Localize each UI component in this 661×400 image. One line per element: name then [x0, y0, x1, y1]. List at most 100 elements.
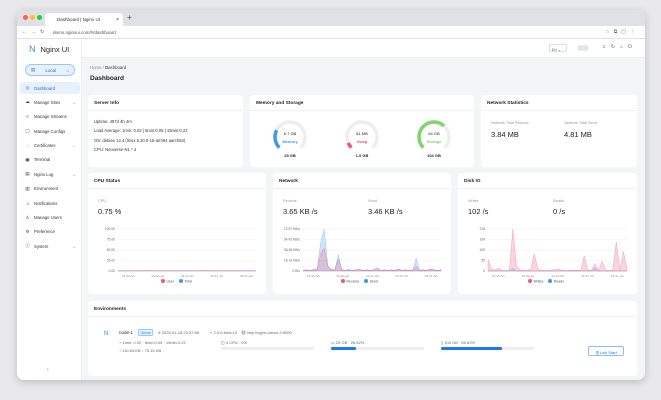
gauge-total: 104 GB [427, 153, 441, 158]
x-tick-label: 23:31:20 [395, 275, 408, 277]
cloud-icon: ☁ [25, 99, 30, 105]
y-tick-label: 55 [481, 259, 485, 263]
sidebar: N Nginx UI ▤ Local ⌂ ◎ Dashboard ☁ Manage Site… [17, 39, 82, 380]
network-statistics-card: Network Statistics Network Total Receive… [481, 95, 637, 167]
close-window-button[interactable] [23, 15, 28, 20]
disk-legend: Writes Reads [528, 279, 564, 284]
share-icon: < [26, 114, 29, 120]
x-tick-label: 23:31:00 [181, 275, 194, 277]
legend-item-send[interactable]: Send [364, 279, 378, 284]
gauge-storage: 64 GB Storage 104 GB [414, 117, 454, 158]
gauge-memory: 6.7 GB Memory 25 GB [270, 117, 310, 158]
sidebar-item-terminal[interactable]: ▣ Terminal [20, 154, 80, 166]
legend-label: Reads [553, 279, 564, 284]
x-tick-label: 23:31:20 [210, 275, 223, 277]
language-select[interactable]: En ⌄ [549, 44, 567, 52]
logout-icon[interactable]: ⏻ [628, 44, 637, 50]
card-title: CPU Status [88, 173, 266, 189]
y-tick-label: 0.00 [109, 269, 116, 273]
sidebar-item-manage-configs[interactable]: ▢ Manage Configs [20, 125, 80, 137]
node-url-link[interactable]: http://nginx-demo-2:9000 [247, 330, 292, 335]
sidebar-item-dashboard[interactable]: ◎ Dashboard [20, 82, 80, 94]
app-name: Nginx UI [40, 44, 70, 54]
receive-label: Receive [283, 199, 297, 203]
collapse-sidebar-icon[interactable]: ‹ [47, 367, 49, 373]
breadcrumb: Home / Dashboard [90, 65, 127, 70]
y-tick-label: 36.28 KB/s [284, 248, 300, 252]
sidebar-item-manage-sites[interactable]: ☁ Manage Sites ⌄ [20, 96, 80, 108]
node-memory-value: 25 GB · 26.62% [335, 340, 365, 345]
chevron-down-icon: ⌄ [72, 171, 76, 177]
legend-label: Receive [346, 279, 360, 284]
topbar-actions[interactable]: ♫↻⌂⏻ [602, 44, 637, 50]
legend-item-receive[interactable]: Receive [341, 279, 359, 284]
nginx-node-icon: N [104, 331, 109, 337]
receive-value: 3.84 MB [491, 130, 519, 139]
gauge-ring [417, 120, 451, 154]
breadcrumb-home[interactable]: Home [90, 65, 102, 70]
close-tab-icon[interactable]: × [116, 16, 119, 23]
theme-toggle[interactable] [577, 45, 589, 51]
series-writes [487, 228, 628, 272]
legend-swatch [341, 279, 345, 283]
maximize-window-button[interactable] [37, 15, 42, 20]
browser-tab[interactable]: Dashboard | Nginx UI × [45, 13, 123, 26]
environment-selector[interactable]: ▤ Local ⌂ [25, 64, 75, 76]
gauge-total: 1.0 GB [355, 153, 369, 158]
gear-icon: ✲ [25, 228, 30, 234]
sidebar-item-label: Manage Users [34, 215, 62, 221]
x-tick-label: 23:30:40 [151, 275, 164, 277]
browser-toolbar-icons[interactable]: ☆⧉▢⋮ [605, 29, 639, 35]
home-icon: ⌂ [66, 67, 69, 73]
node-url[interactable]: ⛓ http://nginx-demo-2:9000 [241, 330, 292, 335]
refresh-icon[interactable]: ↻ [610, 44, 620, 50]
legend-item-reads[interactable]: Reads [548, 279, 564, 284]
x-tick-label: 23:31:40 [425, 275, 438, 277]
y-tick-label: 164 [479, 238, 485, 242]
sidebar-item-notifications[interactable]: ♫ Notifications [20, 197, 80, 209]
home-icon[interactable]: ⌂ [620, 44, 629, 50]
sidebar-item-label: Nginx Log [34, 171, 54, 177]
sidebar-item-manage-users[interactable]: ♙ Manage Users [20, 212, 80, 224]
legend-label: User [166, 279, 174, 284]
link-start-button[interactable]: ⇶ Link Start [588, 346, 624, 356]
log-icon: ▤ [25, 171, 30, 177]
user-icon: ♙ [25, 214, 30, 220]
url-input[interactable]: demo.nginxui.com/#/dashboard [53, 29, 116, 35]
address-bar: ←→↻ demo.nginxui.com/#/dashboard ☆⧉▢⋮ [17, 26, 645, 39]
sidebar-item-system[interactable]: ⓘ System ⌄ [20, 240, 80, 252]
legend-item-user[interactable]: User [161, 279, 174, 284]
sidebar-item-manage-streams[interactable]: < Manage Streams [20, 111, 80, 123]
app-logo[interactable]: N Nginx UI [29, 44, 69, 54]
sidebar-item-preference[interactable]: ✲ Preference [20, 226, 80, 238]
sidebar-item-environment[interactable]: ▥ Environment [20, 183, 80, 195]
nav-buttons[interactable]: ←→↻ [22, 29, 49, 35]
x-tick-label: 23:30:20 [307, 275, 320, 277]
series-receive [302, 247, 442, 272]
new-tab-button[interactable]: + [127, 13, 132, 22]
node-name[interactable]: node-1 [119, 330, 134, 335]
sidebar-item-certificates[interactable]: ◌ Certificates ⌄ [20, 140, 80, 152]
cpu-progress [221, 347, 314, 350]
link-start-label: Link Start [599, 349, 617, 355]
y-tick-label: 0 [483, 269, 485, 273]
sidebar-item-label: Dashboard [34, 85, 56, 91]
bell-icon[interactable]: ♫ [602, 44, 611, 50]
disk-io-chart: 0 55 109 164 218 23:30:20 23:30:40 23:31:00 23:3… [479, 227, 628, 277]
legend-item-writes[interactable]: Writes [528, 279, 543, 284]
nginx-logo-icon: N [29, 44, 36, 54]
chevron-down-icon: ⌄ [72, 99, 76, 105]
shield-icon: ◌ [26, 143, 29, 149]
x-tick-label: 23:31:40 [240, 275, 253, 277]
env-label: Local [45, 67, 57, 73]
legend-item-total[interactable]: Total [178, 279, 192, 284]
node-traffic: ↑ 110.63 KB ↓ 75.16 KB [119, 348, 162, 353]
info-icon: ⓘ [25, 243, 30, 249]
tab-title: Dashboard | Nginx UI [57, 17, 100, 22]
memory-storage-card: Memory and Storage 6.7 GB Memory 25 GB 8… [250, 95, 474, 167]
top-bar: En ⌄ ♫↻⌂⏻ [82, 39, 645, 58]
browser-tab-bar: Dashboard | Nginx UI × + [17, 10, 645, 26]
disk-progress-fill [441, 347, 503, 350]
minimize-window-button[interactable] [30, 15, 35, 20]
sidebar-item-nginx-log[interactable]: ▤ Nginx Log ⌄ [20, 168, 80, 180]
